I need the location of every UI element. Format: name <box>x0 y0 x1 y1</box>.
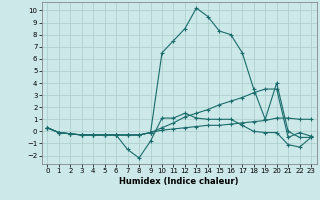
X-axis label: Humidex (Indice chaleur): Humidex (Indice chaleur) <box>119 177 239 186</box>
